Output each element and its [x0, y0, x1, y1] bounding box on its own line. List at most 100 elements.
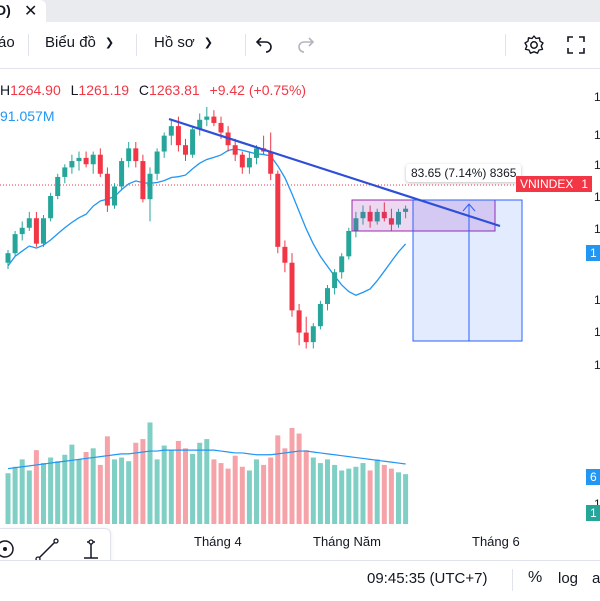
volume-bar [168, 450, 174, 524]
volume-bar [225, 468, 231, 524]
ohlc-legend: H1264.90 L1261.19 C1263.81 +9.42 (+0.75%… [0, 82, 306, 98]
candle-body [76, 157, 82, 162]
candle-body [246, 157, 252, 168]
volume-bar [403, 474, 409, 524]
close-label: C [138, 82, 150, 98]
volume-bar [239, 466, 245, 524]
volume-bar [161, 445, 167, 524]
price-tick-label: 1 [594, 158, 600, 172]
candle-body [360, 211, 366, 219]
volume-bar [197, 442, 203, 524]
candle-body [26, 218, 32, 228]
volume-bar [261, 464, 267, 524]
volume-bar [104, 436, 110, 524]
candle-body [90, 154, 96, 165]
candle-body [19, 227, 25, 235]
chart-tab[interactable]: D) ✕ [0, 0, 46, 22]
time-axis[interactable]: Tháng 4 Tháng Năm Tháng 6 [0, 528, 586, 556]
close-value: 1263.81 [149, 82, 200, 98]
volume-bar [360, 463, 366, 524]
tab-title: D) [0, 2, 11, 18]
candle-body [140, 161, 146, 200]
volume-bar [296, 433, 302, 524]
volume-bar [140, 439, 146, 524]
candle-body [310, 326, 316, 343]
candle-body [346, 230, 352, 257]
candle-body [289, 262, 295, 311]
symbol-price-tag: VNINDEX 1 [516, 176, 593, 192]
candle-body [62, 167, 68, 177]
volume-bar [254, 459, 259, 524]
measure-tool-icon[interactable] [78, 537, 104, 568]
trend-line[interactable] [168, 117, 501, 228]
volume-bar [62, 454, 68, 524]
volume-bar [374, 459, 380, 524]
price-range-measure[interactable] [412, 199, 523, 342]
redo-icon[interactable] [293, 32, 319, 58]
undo-icon[interactable] [251, 32, 277, 58]
ma-price-tag: 1 [586, 245, 600, 261]
candle-body [254, 148, 259, 158]
candle-body [41, 218, 46, 244]
candle-body [12, 234, 18, 254]
volume-ma-line [7, 449, 406, 470]
top-toolbar: áo Biểu đồ ❯ Hồ sơ ❯ [0, 22, 600, 69]
volume-bar [5, 473, 11, 524]
candle-body [104, 173, 110, 206]
volume-bar [33, 450, 39, 524]
time-label: Tháng 6 [472, 534, 520, 549]
candle-body [239, 154, 245, 168]
symbol-tag-value: 1 [581, 177, 589, 191]
candle-body [275, 173, 281, 247]
price-tick-label: 1 [594, 325, 600, 339]
candle-body [55, 176, 61, 196]
volume-bars [5, 422, 409, 524]
candle-body [282, 246, 288, 263]
price-chart[interactable] [0, 68, 586, 528]
clock-display[interactable]: 09:45:35 (UTC+7) [367, 570, 488, 587]
toolbar-divider [505, 34, 506, 56]
volume-bar [218, 463, 224, 524]
close-icon[interactable]: ✕ [24, 3, 38, 20]
volume-bar [119, 457, 125, 524]
partial-toolbar-label[interactable]: áo [0, 34, 15, 51]
candle-body [175, 126, 181, 146]
candle-body [317, 304, 323, 327]
candle-body [183, 145, 188, 155]
circle-tool-icon[interactable] [0, 538, 16, 565]
candle-body [296, 310, 302, 333]
change-value: +9.42 (+0.75%) [209, 82, 307, 98]
volume-tag: 1 [586, 505, 600, 521]
price-ma-line [7, 148, 407, 296]
percent-scale-toggle[interactable]: % [528, 569, 543, 586]
log-scale-toggle[interactable]: log [558, 570, 579, 587]
low-value: 1261.19 [78, 82, 130, 98]
gear-icon[interactable] [521, 32, 547, 58]
status-bar: 09:45:35 (UTC+7) % log a [0, 560, 600, 601]
candle-body [48, 196, 54, 219]
fullscreen-icon[interactable] [563, 32, 589, 58]
volume-bar [97, 464, 103, 524]
candle-body [119, 161, 125, 187]
candle-body [112, 186, 117, 206]
price-tick-label: 1 [594, 293, 600, 307]
time-label: Tháng 4 [194, 534, 242, 549]
rectangle-drawing[interactable] [351, 199, 496, 232]
candle-body [396, 211, 401, 225]
chart-menu-button[interactable]: Biểu đồ ❯ [45, 34, 114, 51]
volume-bar [310, 457, 316, 524]
candle-body [126, 148, 132, 162]
volume-bar [346, 468, 352, 524]
candle-body [332, 272, 338, 289]
volume-bar [275, 435, 281, 524]
volume-bar [133, 442, 139, 524]
candle-body [388, 218, 394, 225]
auto-scale-toggle[interactable]: a [592, 570, 600, 587]
toolbar-divider [136, 34, 137, 56]
candle-body [133, 148, 139, 162]
volume-bar [303, 450, 309, 524]
candle-body [97, 154, 103, 174]
profile-menu-button[interactable]: Hồ sơ ❯ [154, 34, 213, 51]
candle-body [33, 218, 39, 244]
volume-bar [12, 466, 18, 524]
